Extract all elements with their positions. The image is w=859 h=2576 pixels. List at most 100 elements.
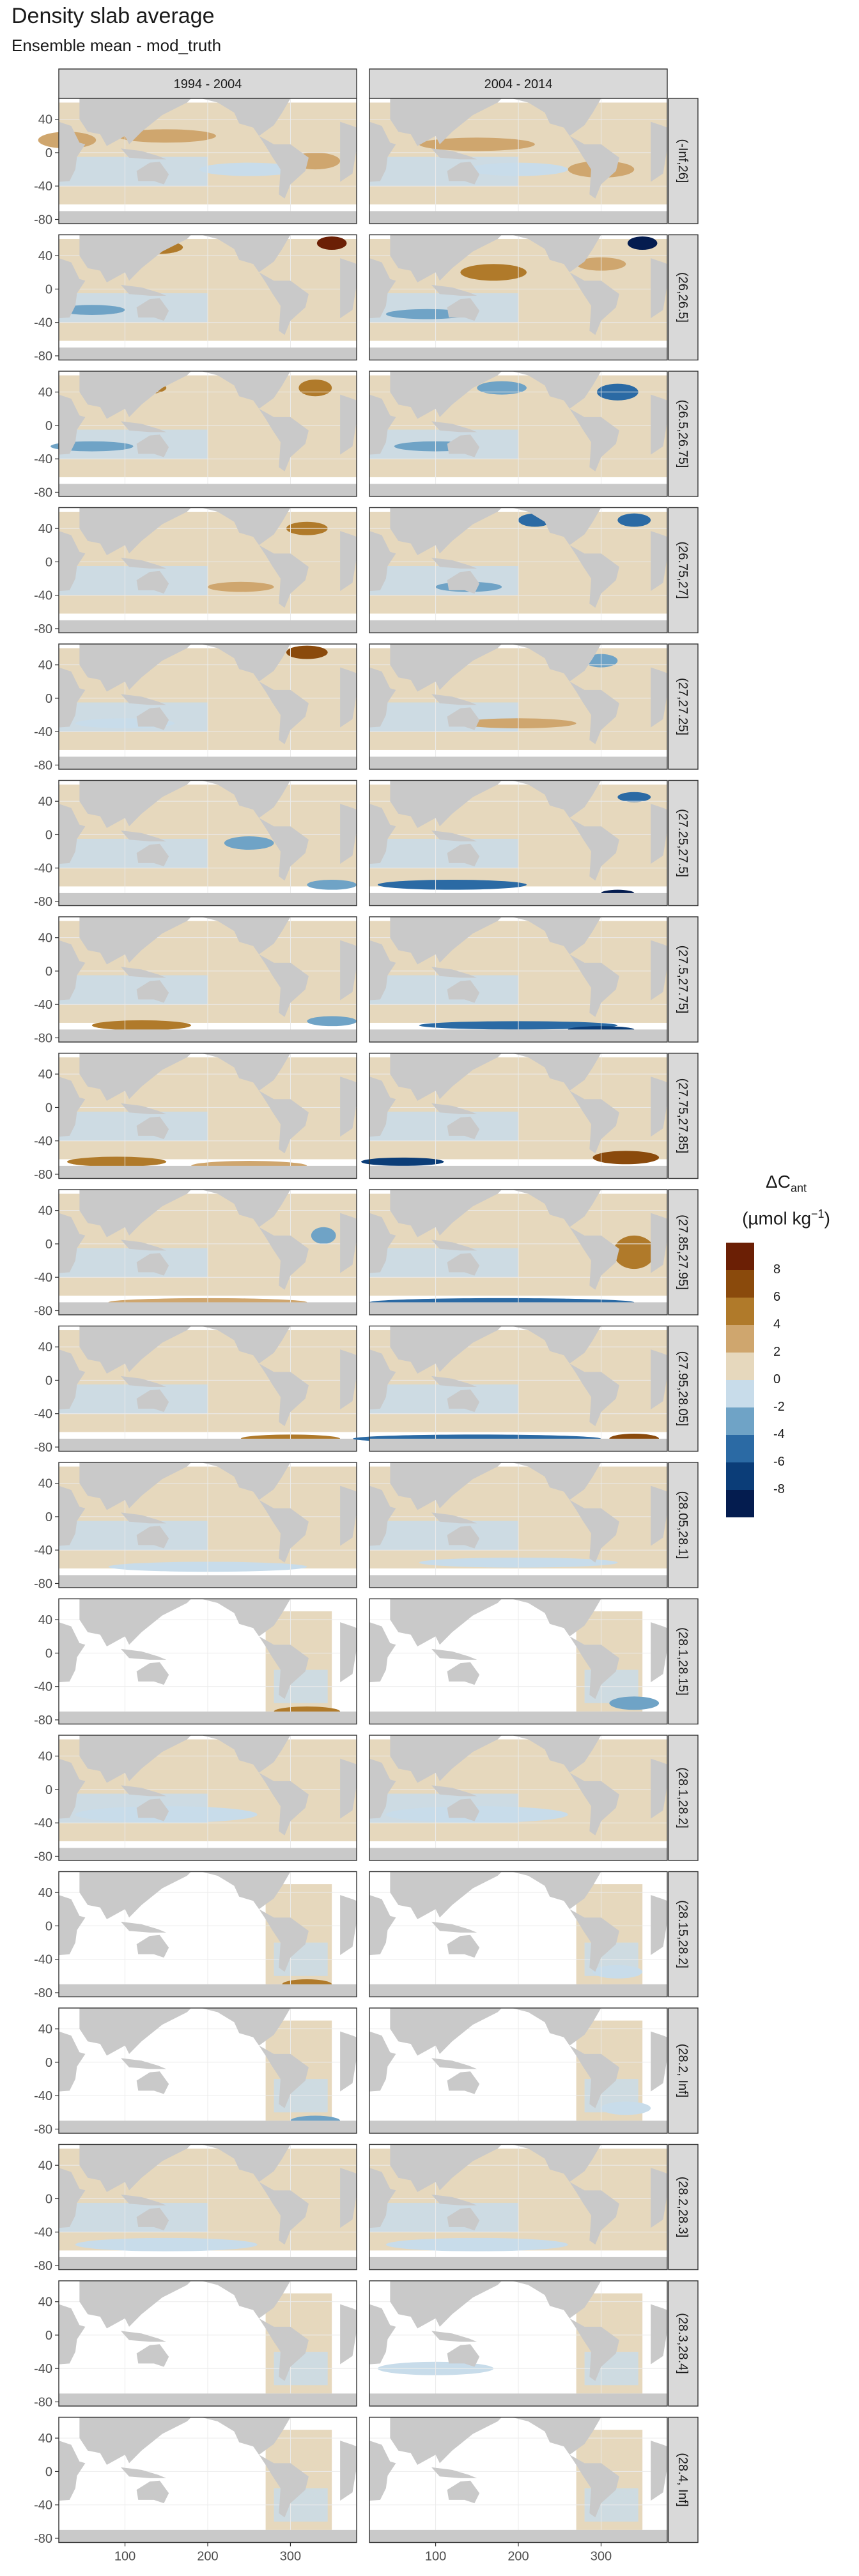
anomaly-patch — [627, 236, 658, 250]
land-mass — [79, 644, 192, 692]
land-mass — [390, 371, 502, 419]
panel-border — [369, 1189, 668, 1315]
land-mass — [201, 917, 291, 954]
panel-border — [58, 2007, 357, 2134]
anomaly-patch — [307, 879, 357, 890]
legend-key-label: 0 — [773, 1372, 781, 1386]
land-mass — [340, 2168, 357, 2228]
legend-keys: 8 6 4 2 0 -2 -4 -6 -8 — [726, 1242, 856, 1517]
land-mass — [511, 2417, 601, 2455]
land-mass — [201, 2281, 291, 2319]
land-mass — [201, 234, 291, 273]
y-tick-label: 40 — [38, 1204, 52, 1218]
row-strip — [668, 371, 699, 497]
land-mass — [369, 1984, 667, 1997]
land-mass — [121, 1648, 167, 1660]
y-tick-label: -40 — [34, 725, 52, 739]
land-mass — [59, 804, 86, 864]
y-tick-label: -40 — [34, 2499, 52, 2513]
row-strip-label: (28.1,28.15] — [676, 1627, 690, 1696]
land-mass — [59, 1575, 357, 1588]
y-tick-label: -40 — [34, 2362, 52, 2376]
row-strip — [668, 1871, 699, 1998]
land-mass — [259, 1909, 309, 1972]
land-mass — [431, 694, 477, 705]
land-mass — [651, 1213, 667, 1273]
land-mass — [59, 258, 86, 319]
ocean-field-negative — [369, 565, 518, 595]
land-mass — [59, 1848, 357, 1860]
land-mass — [121, 2331, 167, 2342]
land-mass — [390, 98, 502, 146]
land-mass — [390, 1462, 502, 1510]
land-mass — [59, 1485, 86, 1546]
row-strip — [668, 507, 699, 634]
land-mass — [369, 1438, 667, 1452]
land-mass — [136, 2207, 169, 2231]
land-mass — [390, 2281, 502, 2329]
land-mass — [136, 980, 169, 1003]
map-panel — [58, 2143, 357, 2271]
land-mass — [651, 2441, 667, 2501]
land-mass — [511, 2144, 601, 2182]
map-panel — [58, 1871, 357, 1998]
ocean-field-negative — [369, 975, 518, 1005]
land-mass — [59, 1077, 86, 1137]
panel-border — [58, 507, 357, 634]
y-tick-label: 0 — [45, 419, 52, 433]
land-mass — [59, 2441, 86, 2501]
land-mass — [511, 2281, 601, 2319]
map-panel — [369, 98, 668, 224]
chart-title: Density slab average — [12, 4, 215, 28]
ocean-field-negative — [59, 1111, 208, 1141]
land-mass — [201, 371, 291, 409]
land-mass — [340, 1895, 357, 1956]
y-tick-label: -40 — [34, 1816, 52, 1830]
legend-key — [726, 1379, 754, 1407]
panel-border — [58, 1052, 357, 1179]
land-mass — [79, 507, 192, 555]
land-mass — [79, 1462, 192, 1510]
map-panel — [58, 234, 357, 361]
y-tick-label: -80 — [34, 213, 52, 227]
land-mass — [511, 234, 601, 273]
y-tick-label: 40 — [38, 2432, 52, 2446]
land-mass — [431, 148, 477, 160]
legend-key-label: 6 — [773, 1289, 781, 1304]
land-mass — [431, 967, 477, 978]
land-mass — [390, 507, 502, 555]
map-panel — [361, 1052, 668, 1179]
land-mass — [369, 1895, 396, 1956]
land-mass — [369, 2031, 396, 2092]
anomaly-patch — [91, 1020, 192, 1031]
land-mass — [136, 1116, 169, 1140]
map-panel — [369, 1462, 668, 1588]
y-tick-label: 0 — [45, 828, 52, 842]
land-mass — [569, 2455, 619, 2518]
land-mass — [79, 1871, 192, 1919]
land-mass — [447, 298, 480, 321]
land-mass — [121, 967, 167, 978]
row-strip-label: (28.2, Inf] — [676, 2044, 690, 2098]
land-mass — [431, 2331, 477, 2342]
anomaly-patch — [613, 1235, 655, 1269]
land-mass — [369, 1848, 667, 1860]
anomaly-patch — [75, 2237, 258, 2251]
land-mass — [79, 234, 192, 282]
legend-key-label: 8 — [773, 1262, 781, 1276]
row-strip — [668, 779, 699, 907]
land-mass — [201, 1053, 291, 1091]
y-tick-label: -80 — [34, 1304, 52, 1318]
map-panel — [58, 2416, 357, 2543]
anomaly-patch — [208, 581, 274, 592]
column-strip-label: 1994 - 2004 — [174, 77, 242, 91]
legend-key — [726, 1269, 754, 1298]
ocean-field-negative — [369, 1248, 518, 1278]
row-strip-label: (28.05,28.1] — [676, 1491, 690, 1560]
land-mass — [340, 1077, 357, 1137]
land-mass — [136, 707, 169, 730]
land-mass — [121, 2058, 167, 2069]
y-tick-label: 40 — [38, 1477, 52, 1491]
land-mass — [201, 1735, 291, 1773]
land-mass — [390, 780, 502, 828]
